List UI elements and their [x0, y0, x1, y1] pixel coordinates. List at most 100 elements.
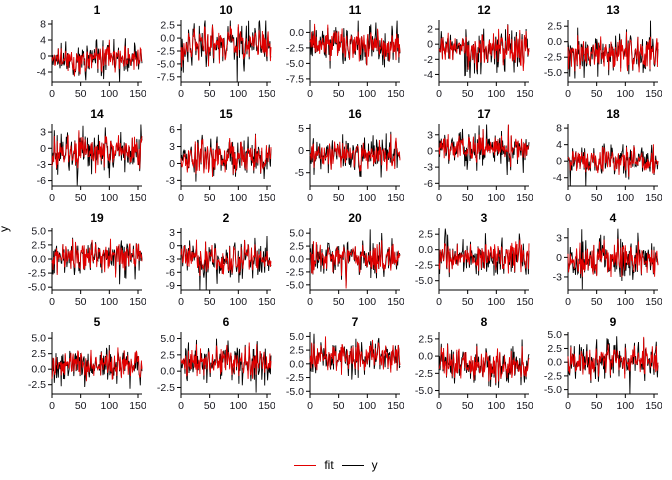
y-tick-label: -5.0: [415, 275, 433, 287]
x-tick-label: 150: [387, 88, 404, 100]
panel-title: 3: [481, 212, 488, 225]
fit-series-line: [51, 39, 143, 77]
x-tick-label: 100: [617, 296, 635, 308]
chart-panel-6: 6 5.0 2.5 0.0 -2.50 50 100 150: [157, 316, 275, 412]
y-tick-label: -4: [553, 172, 562, 184]
y-tick-label: -4: [37, 67, 46, 79]
panel-title: 16: [348, 108, 362, 121]
y-tick-label: 0: [427, 39, 433, 51]
x-tick-label: 0: [178, 88, 184, 100]
x-tick-label: 0: [307, 88, 313, 100]
fit-series-line: [309, 23, 401, 66]
x-tick-label: 50: [75, 192, 87, 204]
x-tick-label: 0: [307, 400, 313, 412]
x-tick-label: 150: [258, 400, 275, 412]
y-tick-label: 2.5: [160, 349, 175, 361]
y-tick-label: 2.5: [160, 20, 175, 32]
x-tick-label: 50: [204, 192, 216, 204]
y-tick-label: 0.0: [160, 33, 175, 45]
y-tick-label: -2.5: [286, 266, 304, 278]
y-tick-label: 0: [427, 145, 433, 157]
x-tick-label: 150: [645, 88, 662, 100]
x-tick-label: 0: [565, 296, 571, 308]
y-tick-label: -2.5: [544, 52, 562, 64]
y-tick-label: 5.0: [289, 228, 304, 240]
y-tick-label: -2.5: [28, 379, 46, 391]
x-tick-label: 0: [49, 400, 55, 412]
x-tick-label: 100: [101, 88, 119, 100]
x-tick-label: 0: [178, 400, 184, 412]
y-legend-line: [341, 464, 364, 466]
panel-title: 5: [94, 316, 101, 329]
y-tick-label: 0: [40, 51, 46, 63]
y-legend-label: y: [371, 458, 378, 472]
y-tick-label: 5.0: [31, 333, 46, 345]
x-tick-label: 100: [617, 88, 635, 100]
chart-panel-9: 9 5.0 2.5 0.0-2.5 -5.00 50 100 150: [544, 316, 662, 412]
chart-panel-4: 4 3 0 -3 0 50 100 150: [553, 212, 662, 308]
x-tick-label: 0: [178, 296, 184, 308]
panel-grid: 1 8 4 0 -4 0 50 100 150 10 2.5 0.0 -2.5 -5.0 -7.5 0 50 10…: [22, 4, 664, 412]
x-tick-label: 50: [75, 400, 87, 412]
fit-series-line: [51, 238, 143, 278]
fit-series-line: [51, 347, 143, 382]
y-tick-label: 6: [169, 124, 175, 136]
y-series-line: [180, 133, 272, 182]
x-tick-label: 0: [49, 296, 55, 308]
y-tick-label: 0: [169, 240, 175, 252]
y-tick-label: 0.0: [289, 27, 304, 39]
x-tick-label: 100: [488, 88, 506, 100]
fit-legend-label: fit: [324, 458, 334, 472]
y-tick-label: -2.5: [28, 268, 46, 280]
chart-panel-8: 8 2.5 0.0 -2.5 -5.00 50 100 150: [415, 316, 533, 412]
panel-title: 18: [606, 108, 620, 121]
y-tick-label: 4: [556, 139, 562, 151]
x-tick-label: 50: [591, 296, 603, 308]
y-tick-label: 0.0: [289, 254, 304, 266]
fit-series-line: [180, 24, 272, 68]
panel-title: 2: [223, 212, 230, 225]
y-tick-label: 2.5: [289, 345, 304, 357]
fit-series-line: [567, 336, 659, 381]
x-tick-label: 100: [230, 192, 248, 204]
x-tick-label: 150: [129, 296, 146, 308]
panel-title: 14: [90, 108, 104, 121]
y-series-line: [438, 124, 530, 176]
panel-title: 11: [349, 4, 362, 17]
panel-title: 15: [219, 108, 233, 121]
chart-panel-7: 7 5.0 2.50.0 -2.5 -5.00 50 100 150: [286, 316, 404, 412]
legend: fit y: [0, 458, 672, 472]
panel-title: 13: [606, 4, 620, 17]
x-tick-label: 50: [333, 88, 345, 100]
x-tick-label: 50: [462, 296, 474, 308]
x-tick-label: 50: [204, 88, 216, 100]
x-tick-label: 50: [591, 88, 603, 100]
y-tick-label: 0: [298, 145, 304, 157]
y-tick-label: -5.0: [544, 384, 562, 396]
panel-title: 20: [348, 212, 362, 225]
fit-series-line: [438, 24, 530, 72]
fit-series-line: [309, 134, 401, 172]
fit-series-line: [438, 239, 530, 274]
y-tick-label: 2.5: [289, 241, 304, 253]
y-tick-label: -5.0: [544, 67, 562, 79]
x-tick-label: 150: [387, 400, 404, 412]
chart-panel-3: 3 2.5 0.0 -2.5 -5.00 50 100 150: [415, 212, 533, 308]
y-tick-label: -6: [166, 267, 175, 279]
x-tick-label: 0: [178, 192, 184, 204]
y-tick-label: 0.0: [418, 351, 433, 363]
y-tick-label: 0: [556, 252, 562, 264]
y-tick-label: -7.5: [286, 73, 304, 85]
x-tick-label: 50: [462, 400, 474, 412]
y-tick-label: 0.0: [418, 244, 433, 256]
y-series-line: [567, 143, 659, 186]
y-tick-label: 4: [40, 35, 46, 47]
y-tick-label: -2.5: [286, 42, 304, 54]
x-tick-label: 150: [258, 192, 275, 204]
panel-title: 6: [223, 316, 230, 329]
x-tick-label: 100: [359, 88, 377, 100]
x-tick-label: 100: [488, 296, 506, 308]
x-tick-label: 0: [49, 88, 55, 100]
